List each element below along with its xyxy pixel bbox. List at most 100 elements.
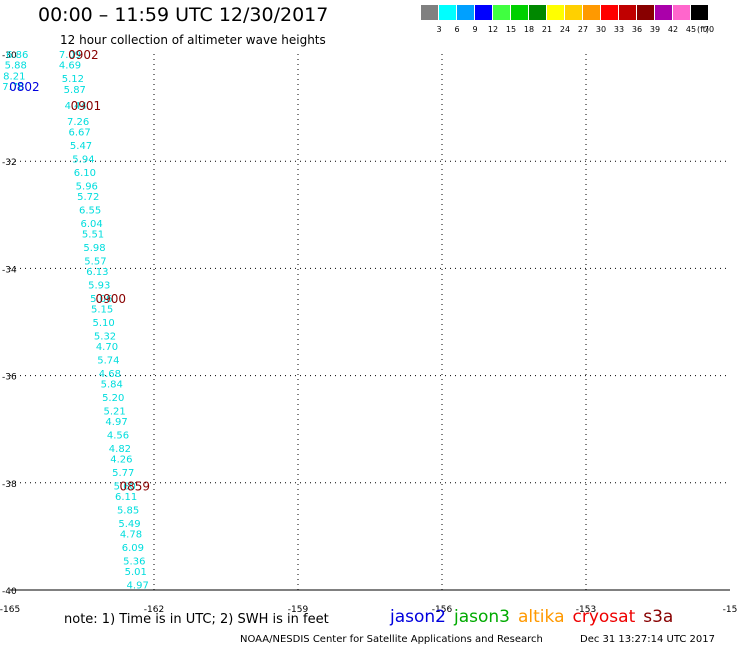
wave-height-point: 5.20 [102,393,124,404]
legend-label: 42 [667,25,679,34]
legend-label: 27 [577,25,589,34]
legend-label: 36 [631,25,643,34]
satellite-legend: jason2 jason3 altika cryosat s3a [390,607,681,627]
wave-height-point: 6.55 [79,205,101,216]
legend-swatch [619,5,637,20]
wave-height-point: 5.47 [70,141,92,152]
legend-swatch [439,5,457,20]
legend-label: 24 [559,25,571,34]
legend-swatch [583,5,601,20]
y-tick-label: -36 [2,373,17,383]
legend-label: 33 [613,25,625,34]
legend-swatch [421,5,439,20]
legend-swatch [655,5,673,20]
wave-height-point: 8.21 [3,71,25,82]
wave-height-point: 5.06 [90,294,112,305]
pass-time-label: 0900 [96,292,127,306]
wave-height-point: 5.60 [114,481,136,492]
wave-height-point: 6.86 [6,50,28,61]
wave-height-point: 4.82 [109,444,131,455]
wave-height-point: 6.13 [86,267,108,278]
wave-height-point: 5.93 [88,280,110,291]
satellite-name: jason3 [454,607,510,627]
footer-note: note: 1) Time is in UTC; 2) SWH is in fe… [64,612,329,627]
wave-height-point: 4.68 [99,369,121,380]
legend-label: 70 [703,25,715,34]
wave-height-point: 5.96 [76,181,98,192]
satellite-name: altika [518,607,565,627]
wave-height-point: 5.32 [94,331,116,342]
wave-height-point: 4.70 [96,342,118,353]
legend-swatch [529,5,547,20]
wave-height-point: 5.51 [82,230,104,241]
wave-height-point: 5.94 [72,155,94,166]
legend-swatch [547,5,565,20]
legend-label: 15 [505,25,517,34]
legend-label: 9 [472,25,478,34]
pass-time-label: 0859 [120,479,151,493]
wave-height-point: 5.87 [64,85,86,96]
wave-height-point: 5.49 [118,519,140,530]
wave-height-point: 5.77 [112,468,134,479]
y-tick-label: -38 [2,480,17,490]
wave-height-point: 5.15 [91,305,113,316]
x-tick-label: -15 [723,605,738,615]
legend-swatch [511,5,529,20]
wave-height-point: 5.98 [83,243,105,254]
x-tick-label: -156 [432,605,453,615]
footer-credit: NOAA/NESDIS Center for Satellite Applica… [240,634,543,645]
wave-height-point: 5.10 [92,318,114,329]
wave-height-point: 7.09 [59,50,81,61]
wave-height-point: 5.12 [62,74,84,85]
legend-label: 45 [685,25,697,34]
wave-height-point: 4.44 [65,101,87,112]
wave-height-point: 5.21 [104,406,126,417]
x-tick-label: -165 [0,605,20,615]
pass-time-label: 0901 [71,99,102,113]
page-subtitle: 12 hour collection of altimeter wave hei… [60,33,326,47]
y-tick-label: -34 [2,265,17,275]
wave-height-point: 5.84 [101,380,123,391]
wave-height-point: 5.01 [125,567,147,578]
wave-height-point: 6.67 [68,128,90,139]
legend-unit: (ft) [697,25,710,34]
wave-height-point: 4.97 [105,417,127,428]
wave-height-point: 5.72 [77,192,99,203]
x-tick-label: -153 [576,605,596,615]
wave-height-point: 4.26 [110,455,132,466]
legend-swatch [565,5,583,20]
legend-label: 6 [454,25,460,34]
legend-swatch [637,5,655,20]
x-tick-label: -162 [144,605,164,615]
legend-label: 18 [523,25,535,34]
legend-swatch [493,5,511,20]
x-tick-label: -159 [288,605,309,615]
satellite-name: jason2 [390,607,446,627]
footer-timestamp: Dec 31 13:27:14 UTC 2017 [580,634,715,645]
legend-label: 30 [595,25,607,34]
wave-height-point: 5.74 [97,356,119,367]
wave-height-point: 6.09 [122,543,144,554]
wave-height-point: 4.97 [127,581,149,592]
wave-height-point: 6.10 [74,168,96,179]
wave-height-point: 6.11 [115,492,137,503]
wave-height-point: 5.85 [117,506,139,517]
wave-height-point: 4.56 [107,431,129,442]
pass-time-label: 0802 [9,80,40,94]
satellite-name: s3a [643,607,674,627]
wave-height-point: 4.78 [120,530,142,541]
wave-height-point: 5.57 [84,256,106,267]
legend-swatch [475,5,493,20]
wave-height-point: 7.26 [67,117,89,128]
legend-swatch [601,5,619,20]
wave-height-point: 4.69 [59,61,81,72]
wave-height-point: 5.88 [5,61,27,72]
legend-label: 39 [649,25,661,34]
pass-time-label: 0902 [68,48,99,62]
legend-label: 12 [487,25,499,34]
y-tick-label: -40 [2,587,17,597]
wave-height-point: 6.04 [80,219,102,230]
legend-swatch [457,5,475,20]
legend-swatch [691,5,709,20]
